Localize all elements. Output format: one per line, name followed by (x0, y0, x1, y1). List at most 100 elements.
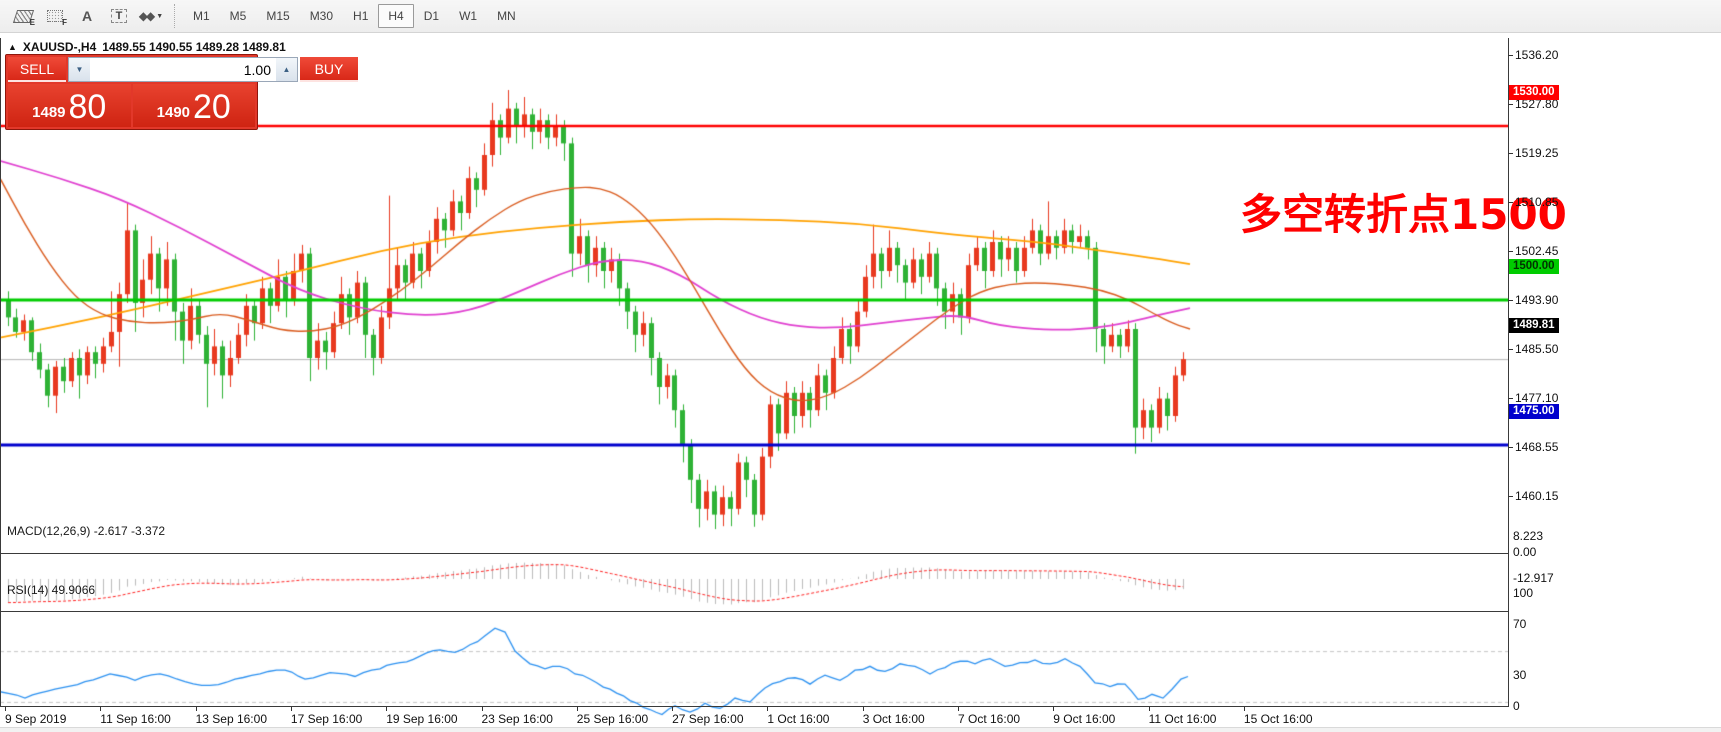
time-tick-mark (290, 707, 292, 711)
timeframe-buttons: M1 M5 M15 M30 H1 H4 D1 W1 MN (183, 4, 526, 28)
macd-panel-canvas[interactable] (0, 555, 1508, 611)
timeframe-button-m5[interactable]: M5 (229, 9, 247, 23)
grid-icon-sub: F (62, 18, 67, 27)
time-tick-mark (958, 707, 959, 711)
timeframe-button-m15[interactable]: M15 (266, 9, 290, 23)
time-axis-label: 11 Oct 16:00 (1148, 712, 1217, 726)
indicator-scale-label: -12.917 (1513, 571, 1554, 585)
main-macd-separator (0, 553, 1509, 554)
ask-quote[interactable]: 1490 20 (132, 84, 255, 127)
rsi-panel-canvas[interactable] (0, 613, 1508, 732)
price-tick-label: 1527.80 (1508, 97, 1558, 111)
price-badge-1489-81: 1489.81 (1509, 317, 1559, 333)
text-label-icon[interactable]: A (72, 3, 102, 29)
buy-button[interactable]: BUY (300, 57, 358, 82)
price-axis-separator (1508, 38, 1509, 706)
time-tick-mark (5, 707, 6, 711)
timeframe-button-h4[interactable]: H4 (378, 4, 414, 28)
time-tick-mark (672, 707, 674, 711)
ask-pips: 20 (193, 88, 231, 126)
chevron-down-icon: ▼ (156, 12, 164, 20)
timeframe-button-m30[interactable]: M30 (309, 9, 334, 23)
bid-quote[interactable]: 1489 80 (8, 84, 131, 127)
time-axis-label: 17 Sep 16:00 (290, 712, 363, 726)
time-axis-label: 9 Sep 2019 (5, 712, 67, 726)
price-badge-1500-00: 1500.00 (1509, 258, 1559, 274)
price-badge-1530-00: 1530.00 (1509, 84, 1559, 100)
time-tick-mark (1148, 707, 1150, 711)
timeframe-button-m1[interactable]: M1 (193, 9, 210, 23)
time-axis-label: 27 Sep 16:00 (672, 712, 744, 726)
indicator-scale-label: 30 (1513, 668, 1527, 682)
time-tick-mark (386, 707, 388, 711)
time-axis-label: 1 Oct 16:00 (767, 712, 830, 726)
time-tick-mark (100, 707, 102, 711)
timeframe-button-h1[interactable]: H1 (353, 9, 369, 23)
text-label-glyph: A (81, 8, 93, 24)
time-axis-label: 23 Sep 16:00 (481, 712, 553, 726)
symbol-triangle-icon: ▲ (8, 42, 17, 52)
indicator-scale-label: 0.00 (1513, 544, 1537, 559)
symbol-info-line: ▲ XAUUSD-,H4 1489.55 1490.55 1489.28 148… (8, 40, 286, 54)
time-axis-label: 25 Sep 16:00 (576, 712, 649, 726)
price-tick-label: 1468.55 (1508, 440, 1558, 454)
toolbar: E F A T ◆◆ ▼ M1 M5 M15 M30 H1 H4 D1 W1 MN (0, 0, 1721, 33)
time-tick-mark (576, 707, 578, 711)
price-tick-label: 1493.90 (1508, 293, 1558, 307)
volume-decrease-button[interactable]: ▼ (69, 58, 90, 81)
sell-button[interactable]: SELL (8, 57, 66, 82)
chart-annotation-text: 多空转折点1500 (1240, 190, 1567, 239)
timeframe-button-mn[interactable]: MN (497, 9, 516, 23)
time-axis-label: 9 Oct 16:00 (1053, 712, 1116, 726)
price-tick-label: 1536.20 (1508, 48, 1558, 62)
rsi-label: RSI(14) 49.9066 (7, 583, 96, 597)
timeframe-button-d1[interactable]: D1 (423, 9, 440, 23)
text-box-icon[interactable]: T (104, 3, 134, 29)
volume-increase-button[interactable]: ▲ (276, 58, 297, 81)
text-box-glyph: T (111, 9, 127, 23)
time-tick-mark (1053, 707, 1055, 711)
toolbar-separator (174, 4, 175, 28)
time-tick-mark (767, 707, 769, 711)
indicator-scale-label: 100 (1513, 586, 1534, 600)
indicator-scale-label: 70 (1513, 617, 1527, 631)
volume-stepper: ▼ ▲ (68, 57, 298, 82)
rsi-timeaxis-separator (0, 706, 1509, 707)
symbol-ohlc-values: 1489.55 1490.55 1489.28 1489.81 (102, 40, 286, 54)
price-tick-label: 1502.45 (1508, 244, 1558, 258)
bid-prefix: 1489 (32, 104, 66, 121)
time-axis-label: 13 Sep 16:00 (195, 712, 267, 726)
grid-icon[interactable]: F (40, 3, 70, 29)
price-badge-1475-00: 1475.00 (1509, 403, 1559, 419)
time-axis-label: 15 Oct 16:00 (1243, 712, 1313, 726)
chart-left-border (0, 38, 1, 706)
objects-glyph: ◆◆ (138, 9, 156, 23)
time-tick-mark (481, 707, 483, 711)
quote-row: 1489 80 1490 20 (8, 84, 255, 127)
timeframe-button-w1[interactable]: W1 (459, 9, 478, 23)
time-axis-label: 3 Oct 16:00 (862, 712, 925, 726)
trade-panel-buttons-row: SELL ▼ ▲ BUY (8, 57, 358, 82)
price-tick-label: 1477.10 (1508, 391, 1558, 405)
macd-rsi-separator (0, 611, 1509, 612)
indicator-scale-label: 8.223 (1513, 529, 1544, 543)
indicator-scale-label: 0 (1513, 699, 1520, 713)
window-bottom-strip (0, 727, 1721, 732)
time-tick-mark (1243, 707, 1245, 711)
price-tick-label: 1485.50 (1508, 342, 1558, 356)
indicators-icon[interactable]: E (8, 3, 38, 29)
volume-input[interactable] (90, 58, 276, 81)
price-tick-label: 1510.85 (1508, 195, 1558, 209)
one-click-trade-panel: SELL ▼ ▲ BUY 1489 80 1490 20 (5, 54, 358, 130)
grid-glyph (47, 10, 63, 22)
objects-icon[interactable]: ◆◆ ▼ (136, 3, 166, 29)
time-tick-mark (862, 707, 864, 711)
chart-area: ▲ XAUUSD-,H4 1489.55 1490.55 1489.28 148… (0, 34, 1721, 732)
price-tick-label: 1519.25 (1508, 146, 1558, 160)
indicators-icon-sub: E (29, 18, 35, 27)
time-axis-label: 11 Sep 16:00 (100, 712, 171, 726)
ask-prefix: 1490 (156, 104, 191, 121)
price-chart-canvas[interactable] (0, 72, 1508, 553)
time-axis-label: 19 Sep 16:00 (386, 712, 458, 726)
